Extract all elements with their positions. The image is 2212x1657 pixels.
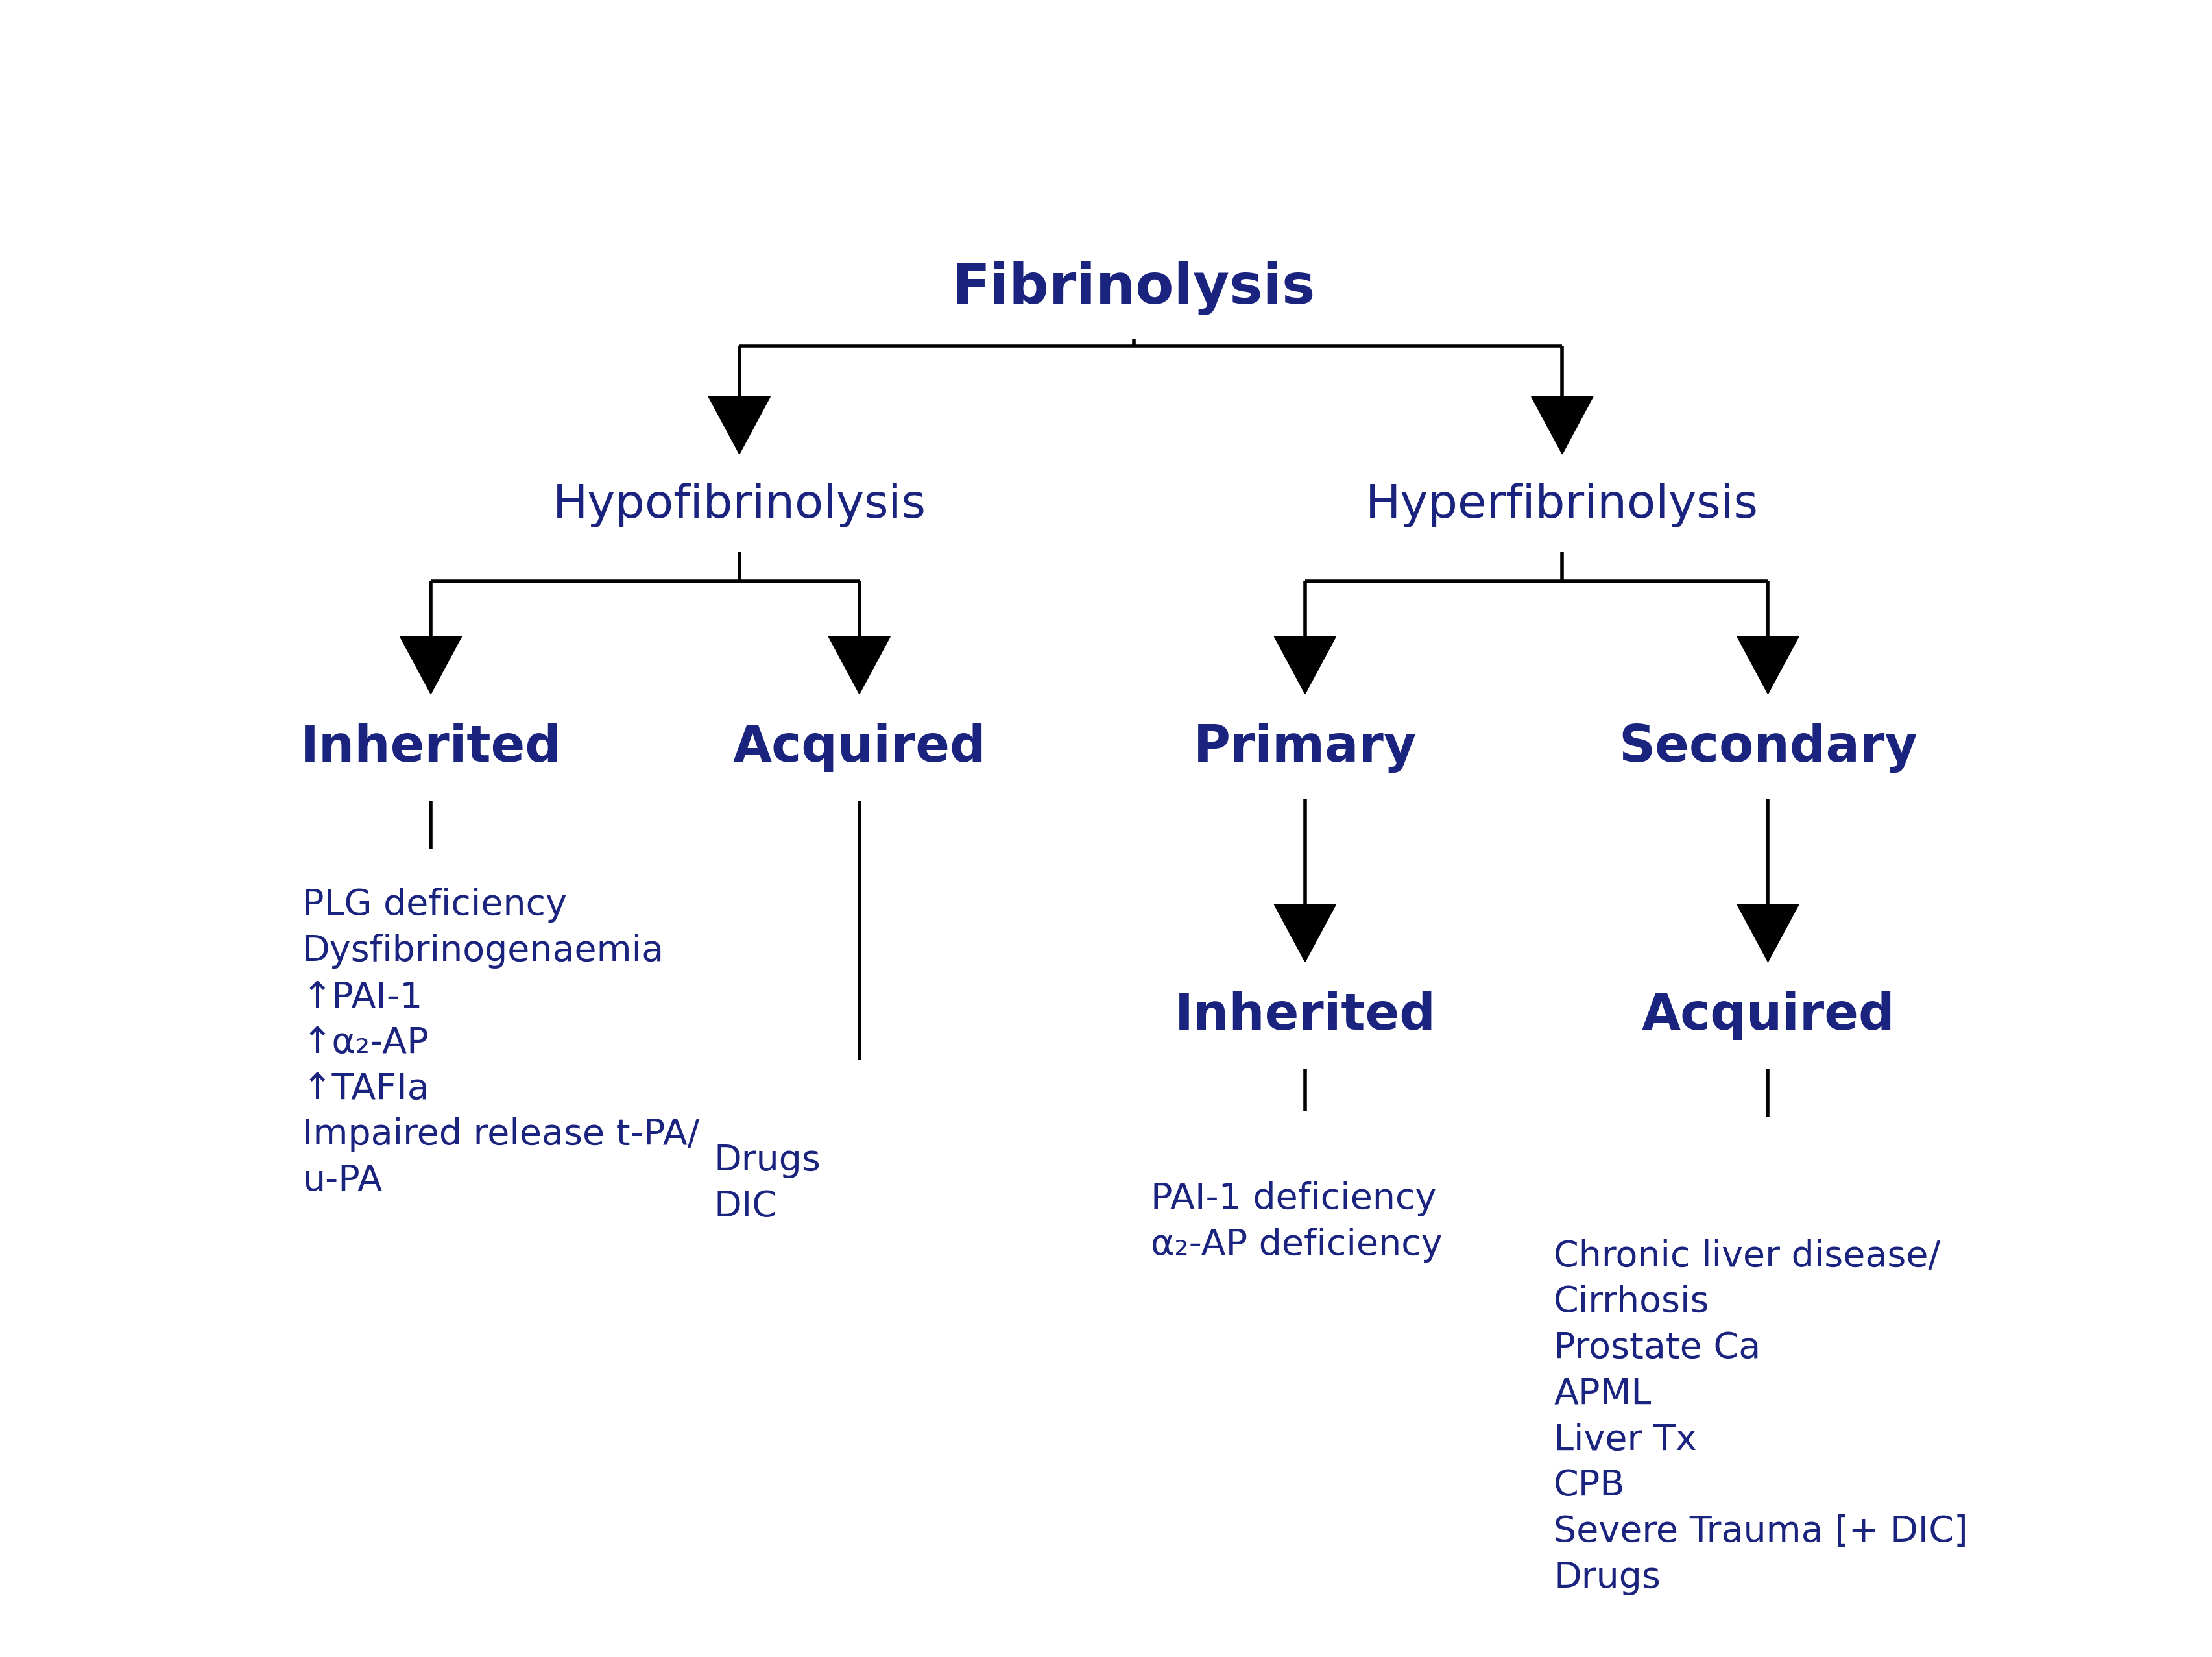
Text: PAI-1 deficiency
α₂-AP deficiency: PAI-1 deficiency α₂-AP deficiency: [1150, 1181, 1442, 1263]
Polygon shape: [1274, 905, 1336, 961]
Text: Drugs
DIC: Drugs DIC: [714, 1143, 821, 1225]
Text: Inherited: Inherited: [1175, 991, 1436, 1041]
Polygon shape: [1736, 905, 1798, 961]
Text: Hypofibrinolysis: Hypofibrinolysis: [553, 482, 927, 527]
Text: Acquired: Acquired: [732, 722, 987, 772]
Polygon shape: [1531, 396, 1593, 454]
Text: Secondary: Secondary: [1619, 722, 1918, 772]
Text: Inherited: Inherited: [301, 722, 562, 772]
Text: Chronic liver disease/
Cirrhosis
Prostate Ca
APML
Liver Tx
CPB
Severe Trauma [+ : Chronic liver disease/ Cirrhosis Prostat…: [1553, 1239, 1969, 1596]
Text: PLG deficiency
Dysfibrinogenaemia
↑PAI-1
↑α₂-AP
↑TAFIa
Impaired release t-PA/
u-: PLG deficiency Dysfibrinogenaemia ↑PAI-1…: [303, 888, 699, 1198]
Polygon shape: [708, 396, 770, 454]
Text: Fibrinolysis: Fibrinolysis: [951, 262, 1316, 315]
Polygon shape: [400, 636, 462, 694]
Polygon shape: [1736, 636, 1798, 694]
Text: Primary: Primary: [1192, 722, 1418, 772]
Text: Hyperfibrinolysis: Hyperfibrinolysis: [1365, 482, 1759, 527]
Polygon shape: [830, 636, 889, 694]
Text: Acquired: Acquired: [1641, 991, 1896, 1041]
Polygon shape: [1274, 636, 1336, 694]
